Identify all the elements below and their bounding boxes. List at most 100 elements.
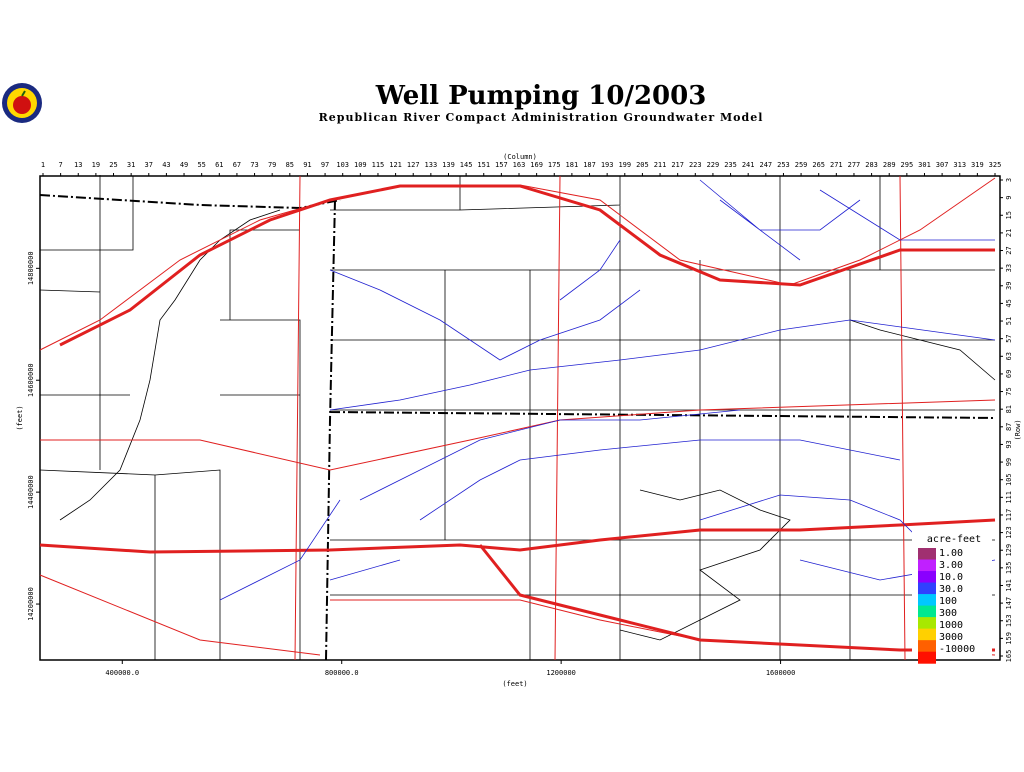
column-tick-label: 25 — [109, 161, 117, 169]
row-tick-label: 69 — [1005, 370, 1013, 378]
column-tick-label: 313 — [953, 161, 966, 169]
column-tick-label: 73 — [250, 161, 258, 169]
row-tick-label: 129 — [1005, 544, 1013, 557]
column-tick-label: 121 — [389, 161, 402, 169]
column-tick-label: 19 — [92, 161, 100, 169]
column-tick-label: 163 — [513, 161, 526, 169]
column-tick-label: 283 — [865, 161, 878, 169]
column-tick-label: 85 — [286, 161, 294, 169]
legend-swatch — [918, 548, 936, 561]
row-tick-label: 63 — [1005, 352, 1013, 360]
column-tick-label: 49 — [180, 161, 188, 169]
column-tick-label: 151 — [477, 161, 490, 169]
legend-label: 10.0 — [939, 572, 963, 583]
legend-swatch — [918, 640, 936, 653]
column-tick-label: 7 — [59, 161, 63, 169]
column-tick-label: 241 — [742, 161, 755, 169]
column-tick-label: 115 — [372, 161, 385, 169]
column-tick-label: 199 — [618, 161, 631, 169]
column-tick-label: 139 — [442, 161, 455, 169]
legend-title: acre-feet — [927, 534, 981, 545]
axis-ticks: 1 7 13 19 25 31 37 43 49 55 61 67 73 79 85 91 97 103 109 11… — [27, 161, 1013, 677]
row-tick-label: 153 — [1005, 614, 1013, 627]
row-tick-label: 165 — [1005, 650, 1013, 663]
row-tick-label: 39 — [1005, 282, 1013, 290]
column-tick-label: 67 — [233, 161, 241, 169]
row-tick-label: 15 — [1005, 211, 1013, 219]
row-tick-label: 33 — [1005, 264, 1013, 272]
x-tick-label: 800000.0 — [325, 669, 359, 677]
column-tick-label: 301 — [918, 161, 931, 169]
column-tick-label: 1 — [41, 161, 45, 169]
x-tick-label: 1600000 — [766, 669, 796, 677]
column-tick-label: 271 — [830, 161, 843, 169]
column-tick-label: 37 — [145, 161, 153, 169]
column-tick-label: 307 — [936, 161, 949, 169]
row-tick-label: 9 — [1005, 196, 1013, 200]
legend-label: 30.0 — [939, 584, 963, 595]
column-tick-label: 289 — [883, 161, 896, 169]
column-tick-label: 103 — [336, 161, 349, 169]
column-tick-label: 265 — [812, 161, 825, 169]
legend-swatch — [918, 582, 936, 595]
column-label: (Column) — [503, 153, 537, 161]
row-tick-label: 99 — [1005, 458, 1013, 466]
row-tick-label: 87 — [1005, 423, 1013, 431]
row-tick-label: 51 — [1005, 317, 1013, 325]
column-tick-label: 169 — [530, 161, 543, 169]
legend-swatch — [918, 571, 936, 584]
legend-label: -10000 — [939, 644, 975, 655]
column-tick-label: 295 — [901, 161, 914, 169]
column-tick-label: 211 — [654, 161, 667, 169]
row-tick-label: 93 — [1005, 440, 1013, 448]
legend-swatch — [918, 605, 936, 618]
column-tick-label: 193 — [601, 161, 614, 169]
row-tick-label: 21 — [1005, 229, 1013, 237]
legend-label: 100 — [939, 596, 957, 607]
row-tick-label: 141 — [1005, 579, 1013, 592]
column-tick-label: 43 — [162, 161, 170, 169]
row-tick-label: 105 — [1005, 473, 1013, 486]
column-tick-label: 55 — [197, 161, 205, 169]
column-tick-label: 187 — [583, 161, 596, 169]
subtitle: Republican River Compact Administration … — [319, 111, 764, 124]
column-tick-label: 259 — [795, 161, 808, 169]
legend-label: 3000 — [939, 632, 963, 643]
column-tick-label: 145 — [460, 161, 473, 169]
column-tick-label: 325 — [989, 161, 1002, 169]
row-tick-label: 111 — [1005, 491, 1013, 504]
row-label: (Row) — [1014, 419, 1022, 440]
column-tick-label: 61 — [215, 161, 223, 169]
legend-swatch — [918, 617, 936, 630]
column-tick-label: 133 — [425, 161, 438, 169]
column-tick-label: 79 — [268, 161, 276, 169]
legend-swatch — [918, 651, 936, 664]
row-tick-label: 123 — [1005, 526, 1013, 539]
column-tick-label: 91 — [303, 161, 311, 169]
column-tick-label: 13 — [74, 161, 82, 169]
column-tick-label: 253 — [777, 161, 790, 169]
x-label: (feet) — [502, 680, 527, 688]
column-tick-label: 157 — [495, 161, 508, 169]
column-tick-label: 109 — [354, 161, 367, 169]
column-tick-label: 181 — [566, 161, 579, 169]
column-tick-label: 223 — [689, 161, 702, 169]
column-tick-label: 31 — [127, 161, 135, 169]
legend-label: 1.00 — [939, 548, 963, 559]
column-tick-label: 235 — [724, 161, 737, 169]
row-tick-label: 45 — [1005, 299, 1013, 307]
column-tick-label: 319 — [971, 161, 984, 169]
column-tick-label: 97 — [321, 161, 329, 169]
legend-swatch — [918, 559, 936, 572]
row-tick-label: 147 — [1005, 597, 1013, 610]
logo — [2, 83, 42, 123]
y-tick-label: 14400000 — [27, 475, 35, 509]
legend-swatch — [918, 594, 936, 607]
x-tick-label: 400000.0 — [105, 669, 139, 677]
y-label: (feet) — [16, 405, 24, 430]
column-tick-label: 247 — [759, 161, 772, 169]
row-tick-label: 27 — [1005, 246, 1013, 254]
legend-label: 300 — [939, 608, 957, 619]
row-tick-label: 57 — [1005, 334, 1013, 342]
